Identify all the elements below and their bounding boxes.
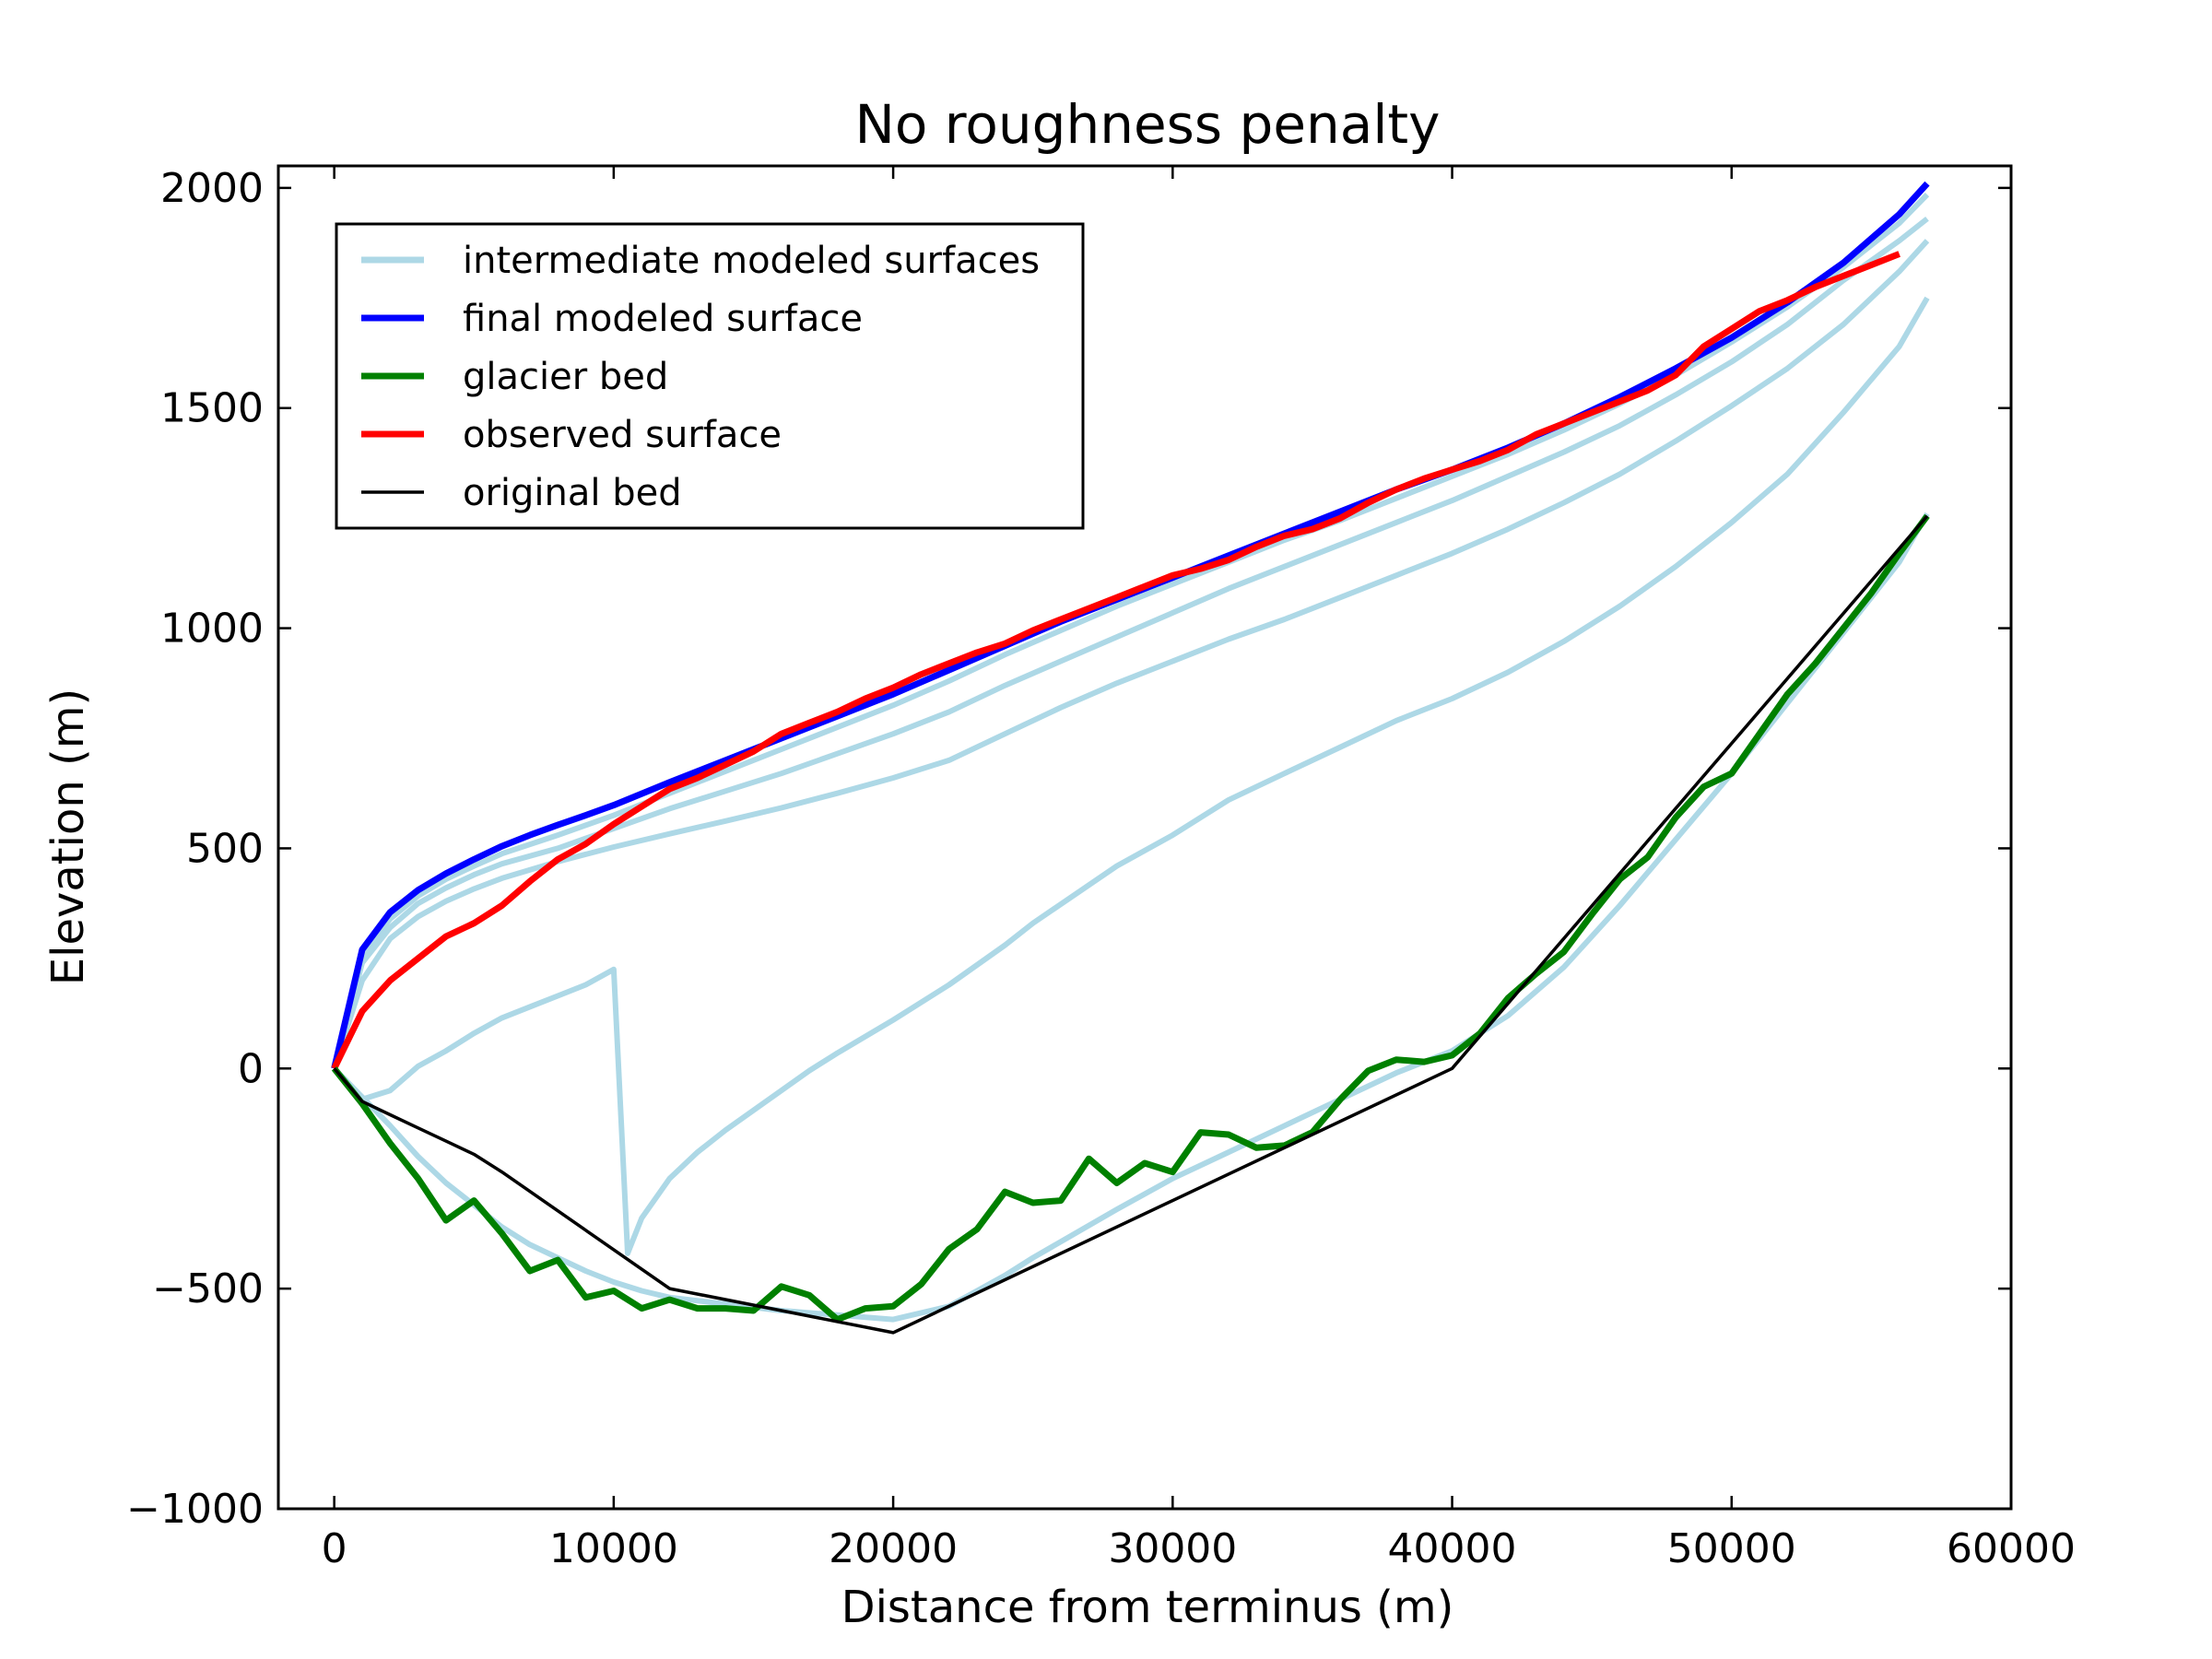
x-tick-label: 30000 [1108, 1525, 1237, 1572]
y-tick-label: 0 [238, 1045, 264, 1092]
series-intermediate-surface-4 [331, 216, 1929, 1070]
legend-label-observed-surface: observed surface [463, 414, 782, 456]
y-axis-label: Elevation (m) [42, 688, 94, 985]
y-tick-label: 1500 [160, 385, 264, 432]
x-tick-label: 40000 [1388, 1525, 1517, 1572]
plot-frame [276, 164, 2013, 1511]
legend-label-final-modeled-surface: final modeled surface [463, 298, 863, 340]
y-tick-label: −500 [152, 1265, 264, 1312]
series-original-bed [333, 514, 1929, 1335]
y-tick-label: 500 [186, 825, 264, 872]
axis-ticks: 0 10000 20000 30000 40000 50000 60000−1000−500… [126, 165, 2076, 1572]
x-tick-label: 50000 [1667, 1525, 1796, 1572]
x-axis-label: Distance from terminus (m) [841, 1582, 1454, 1633]
y-tick-label: −1000 [126, 1486, 264, 1533]
x-tick-label: 60000 [1947, 1525, 2076, 1572]
series-glacier-bed [331, 513, 1930, 1324]
legend-box [335, 222, 1085, 530]
legend-label-glacier-bed: glacier bed [463, 356, 668, 398]
y-tick-label: 1000 [160, 606, 264, 653]
plot-area [331, 181, 1930, 1335]
legend-label-intermediate-modeled-surfaces: intermediate modeled surfaces [463, 240, 1040, 282]
series-intermediate-surface-1 [332, 296, 1930, 1256]
y-tick-label: 2000 [160, 165, 264, 212]
series-intermediate-surface-3 [331, 239, 1930, 1070]
x-tick-label: 0 [322, 1525, 347, 1572]
x-tick-label: 10000 [549, 1525, 678, 1572]
legend: intermediate modeled surfaces final model… [335, 222, 1085, 530]
x-tick-label: 20000 [829, 1525, 958, 1572]
legend-label-original-bed: original bed [463, 472, 682, 514]
chart-title: No roughness penalty [855, 93, 1441, 156]
series-observed-surface [331, 251, 1900, 1070]
